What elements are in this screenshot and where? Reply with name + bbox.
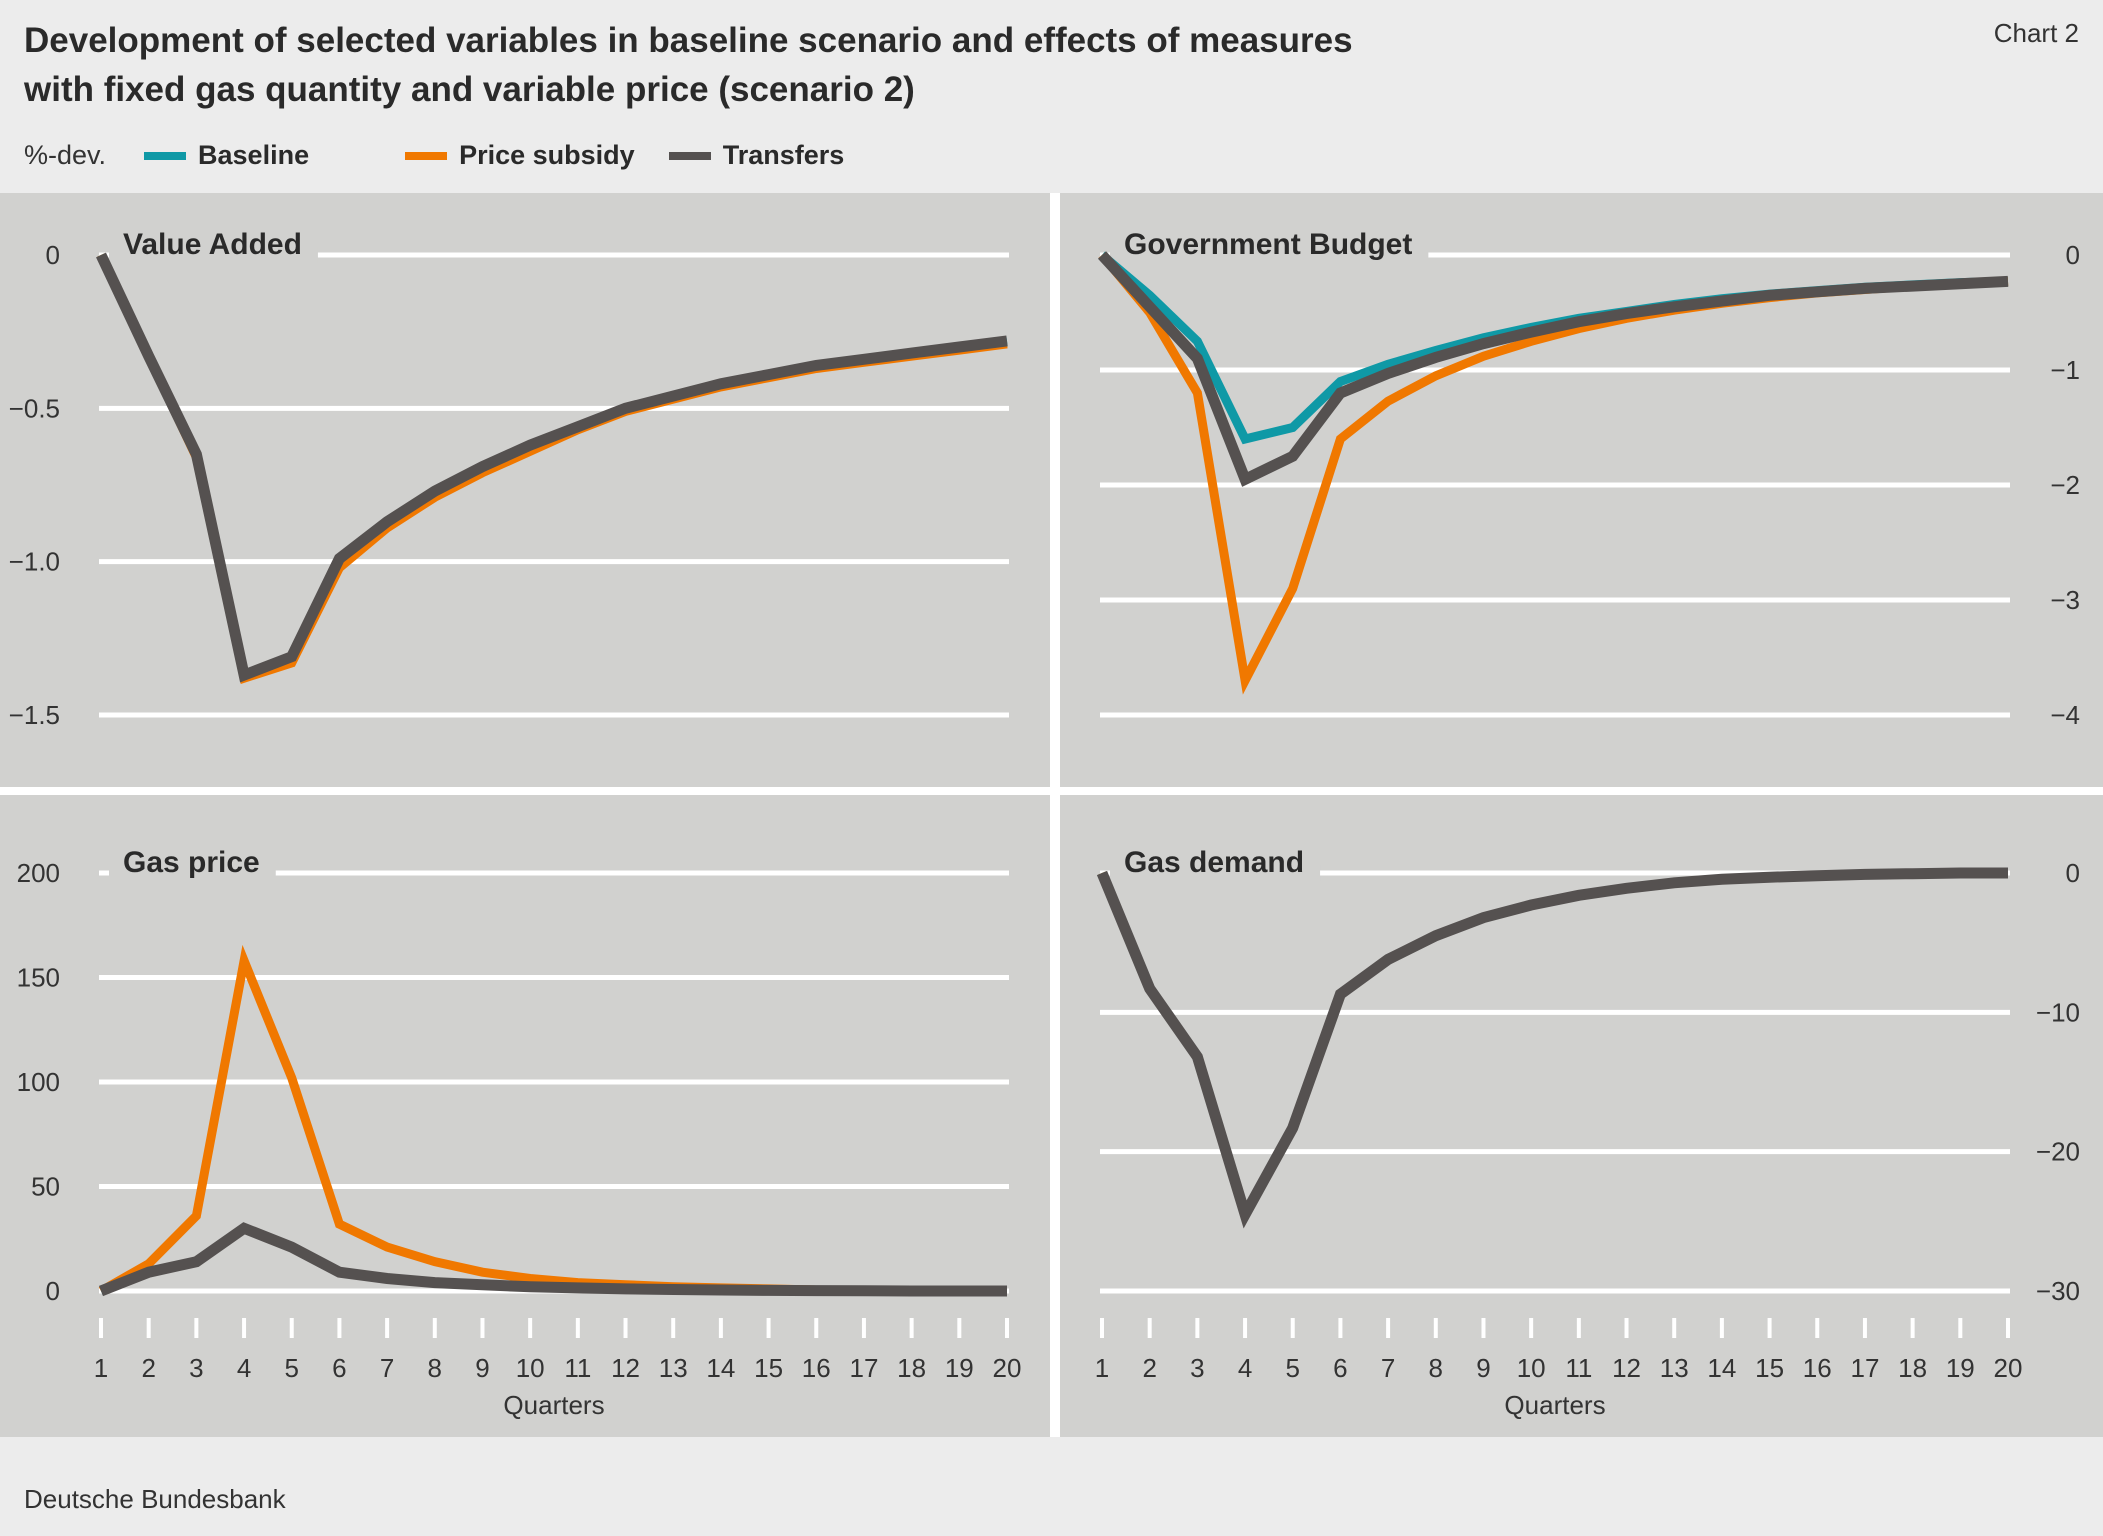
panel-value-added: 0 −0.5 −1.0 −1.5 Value Added xyxy=(0,193,1050,787)
x-tick-label: 12 xyxy=(1612,1353,1641,1383)
panel-title: Gas demand xyxy=(1124,846,1304,879)
legend-item-price-subsidy: Price subsidy xyxy=(405,140,635,171)
x-tick-label: 10 xyxy=(516,1353,545,1383)
legend-item-transfers: Transfers xyxy=(668,140,845,171)
legend-swatch-baseline xyxy=(144,151,187,160)
y-tick-label: −10 xyxy=(2036,997,2080,1027)
y-tick-label: −30 xyxy=(2036,1276,2080,1306)
x-tick-label: 18 xyxy=(1898,1353,1927,1383)
legend: %-dev. Baseline Price subsidy Transfers xyxy=(24,140,878,171)
panel-divider-horizontal xyxy=(0,787,2103,795)
panel-government-budget: 0 −1 −2 −3 −4 Government Budget xyxy=(1060,193,2103,787)
panel-background xyxy=(1060,193,2103,787)
x-tick-label: 1 xyxy=(1095,1353,1109,1383)
y-tick-label: −3 xyxy=(2050,585,2080,615)
chart-title: Development of selected variables in bas… xyxy=(24,16,1874,114)
y-tick-label: 0 xyxy=(46,1276,60,1306)
y-tick-label: −0.5 xyxy=(9,393,60,423)
x-axis-label: Quarters xyxy=(1504,1390,1605,1420)
x-tick-label: 2 xyxy=(141,1353,155,1383)
legend-swatch-price-subsidy xyxy=(405,151,448,160)
x-tick-label: 1 xyxy=(94,1353,108,1383)
x-tick-label: 15 xyxy=(754,1353,783,1383)
x-tick-label: 5 xyxy=(1286,1353,1300,1383)
y-tick-label: 100 xyxy=(17,1067,60,1097)
panel-background xyxy=(0,193,1050,787)
y-tick-label: −1 xyxy=(2050,355,2080,385)
x-tick-label: 20 xyxy=(1994,1353,2023,1383)
x-tick-label: 6 xyxy=(332,1353,346,1383)
y-tick-label: 0 xyxy=(2066,240,2080,270)
series-line-transfers xyxy=(1096,867,2008,1229)
legend-label: Transfers xyxy=(722,140,845,170)
x-tick-label: 4 xyxy=(1238,1353,1252,1383)
panel-title: Value Added xyxy=(123,228,302,261)
x-tick-label: 19 xyxy=(1946,1353,1975,1383)
panel-title-background xyxy=(109,865,276,881)
x-tick-label: 2 xyxy=(1142,1353,1156,1383)
y-tick-label: 50 xyxy=(31,1172,60,1202)
x-axis-label: Quarters xyxy=(503,1390,604,1420)
panel-title-background xyxy=(1110,247,1429,263)
y-tick-label: −2 xyxy=(2050,470,2080,500)
x-tick-label: 8 xyxy=(1429,1353,1443,1383)
panel-title-background xyxy=(109,247,318,263)
x-tick-label: 20 xyxy=(993,1353,1022,1383)
source-label: Deutsche Bundesbank xyxy=(24,1484,286,1514)
x-tick-label: 14 xyxy=(706,1353,735,1383)
x-tick-label: 12 xyxy=(611,1353,640,1383)
x-tick-label: 18 xyxy=(897,1353,926,1383)
x-tick-label: 9 xyxy=(475,1353,489,1383)
y-tick-label: −4 xyxy=(2050,700,2080,730)
x-tick-label: 19 xyxy=(945,1353,974,1383)
panel-background xyxy=(1060,795,2103,1437)
x-tick-label: 4 xyxy=(237,1353,251,1383)
unit-label: %-dev. xyxy=(24,140,107,170)
panel-background xyxy=(0,795,1050,1437)
x-tick-label: 15 xyxy=(1755,1353,1784,1383)
x-tick-label: 5 xyxy=(285,1353,299,1383)
series-line-transfers xyxy=(98,1222,1007,1297)
y-tick-label: 200 xyxy=(17,858,60,888)
y-tick-label: 150 xyxy=(17,963,60,993)
x-tick-label: 7 xyxy=(380,1353,394,1383)
x-tick-label: 17 xyxy=(849,1353,878,1383)
x-tick-label: 14 xyxy=(1707,1353,1736,1383)
x-tick-label: 3 xyxy=(189,1353,203,1383)
x-tick-label: 16 xyxy=(1803,1353,1832,1383)
x-tick-label: 8 xyxy=(428,1353,442,1383)
panel-divider-vertical xyxy=(1050,193,1060,1437)
y-tick-label: −1.5 xyxy=(9,700,60,730)
y-tick-label: −1.0 xyxy=(9,547,60,577)
legend-item-baseline: Baseline xyxy=(144,140,309,171)
chart-title-line-2: with fixed gas quantity and variable pri… xyxy=(24,70,915,109)
x-tick-label: 11 xyxy=(564,1353,591,1383)
x-tick-label: 17 xyxy=(1850,1353,1879,1383)
y-tick-label: 0 xyxy=(2066,858,2080,888)
legend-label: Price subsidy xyxy=(459,140,635,170)
x-tick-label: 13 xyxy=(659,1353,688,1383)
x-tick-label: 10 xyxy=(1517,1353,1546,1383)
x-tick-label: 16 xyxy=(802,1353,831,1383)
x-tick-label: 9 xyxy=(1476,1353,1490,1383)
y-tick-label: 0 xyxy=(46,240,60,270)
chart-number: Chart 2 xyxy=(1993,18,2079,48)
legend-label: Baseline xyxy=(198,140,310,170)
series-line-transfers xyxy=(1097,251,2009,487)
x-tick-label: 11 xyxy=(1565,1353,1592,1383)
panel-title-background xyxy=(1110,865,1321,881)
legend-swatch-transfers xyxy=(668,151,711,160)
y-tick-label: −20 xyxy=(2036,1137,2080,1167)
panel-title: Gas price xyxy=(123,846,260,879)
panel-title: Government Budget xyxy=(1124,228,1412,261)
x-tick-label: 7 xyxy=(1381,1353,1395,1383)
x-tick-label: 6 xyxy=(1333,1353,1347,1383)
chart-title-line-1: Development of selected variables in bas… xyxy=(24,21,1353,60)
x-tick-label: 3 xyxy=(1190,1353,1204,1383)
x-tick-label: 13 xyxy=(1660,1353,1689,1383)
series-line-transfers xyxy=(96,252,1008,683)
